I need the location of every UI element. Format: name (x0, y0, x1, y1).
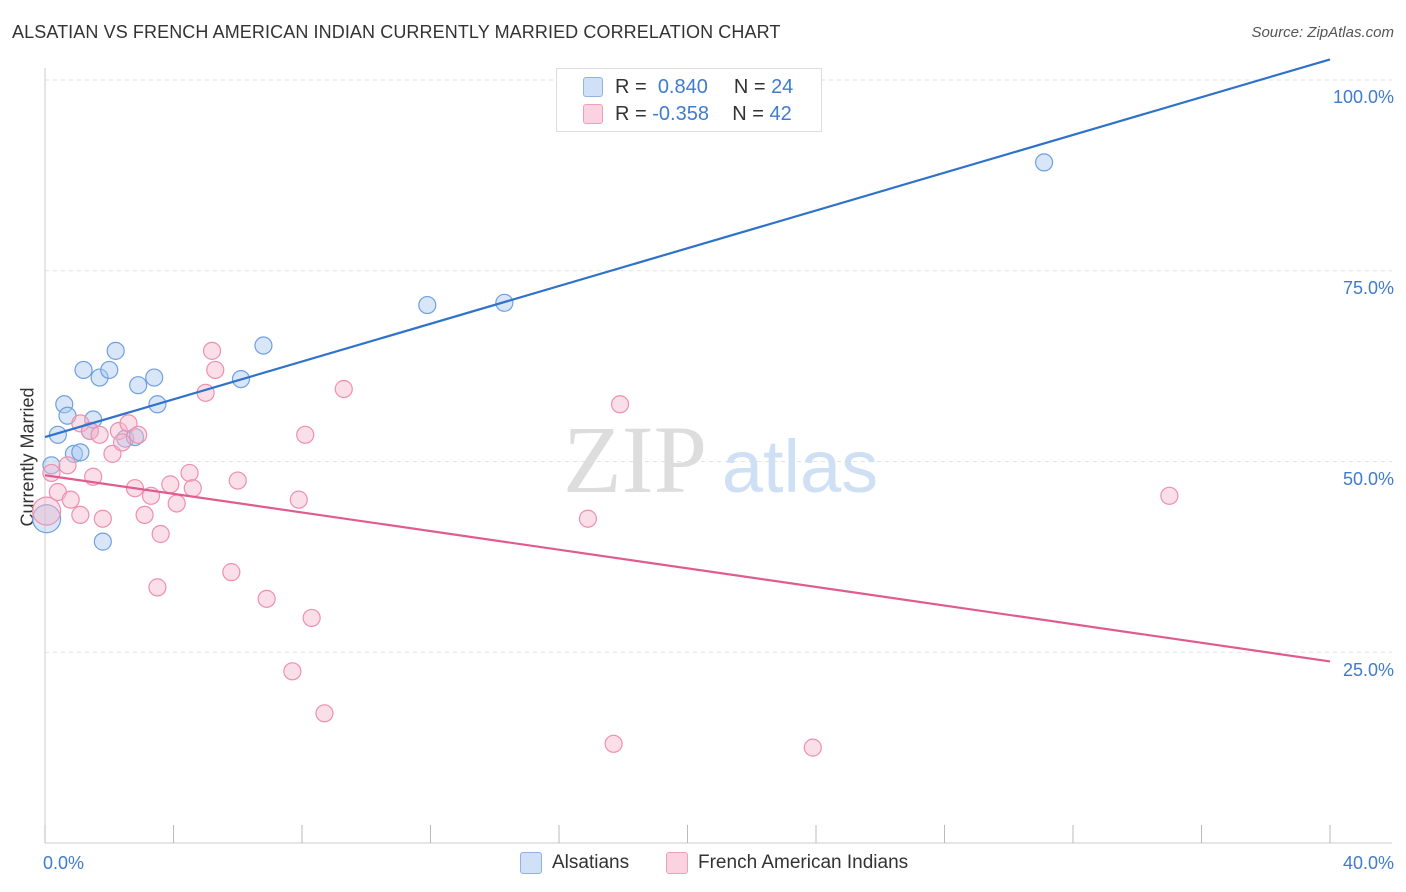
stats-row-alsatians: R = 0.840 N = 24 (557, 74, 793, 100)
x-tick-label-min: 0.0% (43, 853, 85, 873)
point-alsatians-14 (129, 376, 148, 395)
point-french-american-indians-6 (71, 505, 90, 525)
data-points (32, 153, 1179, 757)
point-french-american-indians-19 (148, 578, 167, 597)
r-value: 0.840 (657, 75, 708, 98)
legend-label-alsatians: Alsatians (552, 852, 630, 873)
point-french-american-indians-13 (112, 433, 132, 452)
series-legend: Alsatians French American Indians (0, 852, 1406, 878)
point-alsatians-4 (64, 444, 84, 463)
point-french-american-indians-12 (109, 421, 128, 441)
watermark-zip: ZIP (563, 406, 707, 513)
point-french-american-indians-22 (167, 494, 186, 513)
point-french-american-indians-37 (578, 509, 598, 528)
y-tick-label-75: 75.0% (1342, 278, 1394, 298)
trend-line-alsatians (44, 58, 1331, 439)
point-french-american-indians-35 (315, 704, 334, 723)
point-french-american-indians-24 (183, 479, 202, 498)
n-label: N = (733, 75, 766, 98)
n-label: N = (732, 102, 764, 125)
axes (44, 68, 1392, 844)
trend-lines (44, 58, 1331, 663)
point-alsatians-22 (93, 532, 112, 551)
point-french-american-indians-21 (161, 475, 180, 494)
point-alsatians-10 (100, 360, 119, 380)
alsatians-swatch (583, 77, 603, 97)
point-alsatians-11 (106, 341, 125, 360)
stats-row-french-american-indians: R = -0.358 N = 42 (557, 101, 792, 127)
french-american-indians-legend-swatch (666, 852, 688, 874)
point-french-american-indians-40 (803, 738, 822, 757)
legend-item-alsatians[interactable]: Alsatians (520, 852, 629, 874)
legend-label-french-american-indians: French American Indians (698, 852, 909, 873)
point-french-american-indians-33 (296, 425, 315, 444)
point-french-american-indians-1 (42, 463, 61, 483)
legend-item-french-american-indians[interactable]: French American Indians (666, 852, 908, 874)
point-alsatians-19 (418, 295, 437, 315)
point-french-american-indians-27 (206, 360, 225, 380)
point-french-american-indians-26 (202, 341, 222, 360)
point-french-american-indians-36 (334, 379, 353, 399)
point-alsatians-5 (71, 443, 90, 462)
point-french-american-indians-39 (610, 395, 630, 414)
point-alsatians-6 (74, 360, 93, 380)
point-french-american-indians-17 (135, 505, 154, 525)
point-french-american-indians-9 (90, 425, 109, 444)
point-french-american-indians-16 (129, 425, 148, 444)
french-american-indians-swatch (583, 104, 603, 124)
alsatians-legend-swatch (520, 852, 542, 874)
r-label: R = (615, 75, 647, 98)
y-tick-label-50: 50.0% (1342, 469, 1394, 489)
point-french-american-indians-31 (283, 662, 302, 681)
y-tick-label-100: 100.0% (1332, 87, 1394, 107)
n-value: 42 (769, 102, 792, 125)
point-french-american-indians-0 (32, 496, 62, 526)
trend-line-french-american-indians (44, 474, 1331, 663)
point-french-american-indians-23 (180, 463, 199, 483)
point-french-american-indians-4 (61, 490, 80, 509)
point-alsatians-2 (55, 395, 74, 414)
grid-lines (45, 79, 1392, 653)
point-alsatians-21 (1034, 153, 1054, 172)
r-label: R = (615, 102, 647, 125)
point-french-american-indians-29 (228, 471, 247, 490)
point-french-american-indians-41 (1160, 486, 1179, 505)
point-french-american-indians-28 (222, 563, 241, 582)
point-french-american-indians-20 (151, 524, 170, 544)
point-french-american-indians-7 (80, 421, 100, 441)
point-french-american-indians-10 (93, 509, 112, 528)
y-tick-label-25: 25.0% (1342, 660, 1394, 680)
chart-title: ALSATIAN VS FRENCH AMERICAN INDIAN CURRE… (12, 22, 781, 42)
watermark: ZIP atlas (563, 406, 878, 513)
source-label: Source: ZipAtlas.com (1251, 24, 1394, 41)
point-french-american-indians-25 (196, 383, 215, 402)
x-tick-label-max: 40.0% (1342, 853, 1394, 873)
r-value: -0.358 (652, 102, 709, 125)
point-alsatians-23 (32, 504, 62, 534)
stats-legend: R = 0.840 N = 24 R = -0.358 N = 42 (556, 68, 822, 132)
point-alsatians-18 (254, 336, 273, 355)
point-alsatians-9 (90, 368, 109, 387)
point-french-american-indians-32 (289, 490, 308, 509)
point-french-american-indians-3 (58, 456, 77, 475)
n-value: 24 (771, 75, 794, 98)
watermark-atlas: atlas (722, 425, 878, 508)
point-alsatians-0 (42, 456, 61, 475)
point-french-american-indians-30 (257, 589, 276, 608)
point-french-american-indians-34 (302, 608, 321, 628)
point-alsatians-15 (145, 368, 164, 387)
point-french-american-indians-38 (604, 734, 623, 753)
